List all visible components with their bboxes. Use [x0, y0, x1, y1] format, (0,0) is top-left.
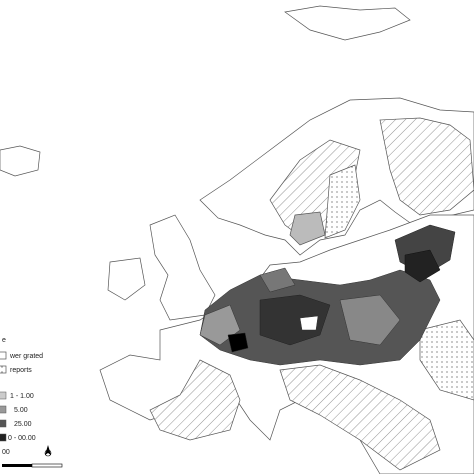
legend-swatch — [0, 391, 7, 400]
denmark-area — [259, 267, 296, 293]
lithuania — [404, 249, 441, 283]
south-no-data — [279, 364, 441, 471]
central-dark — [259, 294, 331, 346]
legend-swatch — [0, 365, 7, 374]
legend: e wer grated reports 1 - 1.00 5.00 25.00… — [0, 337, 43, 456]
white-region — [299, 315, 319, 331]
france-no-data — [149, 359, 241, 441]
scale-bar — [2, 463, 63, 468]
legend-label: 00 — [2, 449, 10, 456]
legend-swatch — [0, 419, 7, 428]
legend-swatch — [0, 433, 7, 442]
ireland — [107, 257, 146, 301]
legend-label: 5.00 — [14, 407, 28, 414]
poland-mid — [339, 294, 401, 346]
legend-swatch — [0, 405, 7, 414]
legend-label: wer grated — [9, 353, 43, 360]
legend-label: 25.00 — [14, 421, 32, 428]
east-dotted — [419, 319, 474, 401]
legend-label: 1 - 1.00 — [10, 393, 34, 400]
south-sweden — [289, 211, 326, 246]
legend-label: e — [2, 337, 6, 344]
finland-no-data — [379, 117, 474, 216]
svalbard — [284, 5, 411, 41]
iceland — [0, 145, 41, 177]
north-arrow — [44, 445, 52, 457]
legend-swatch — [0, 351, 7, 360]
legend-label: 0 - 00.00 — [8, 435, 36, 442]
black-region — [227, 332, 249, 353]
legend-label: reports — [10, 367, 32, 374]
sweden-dotted — [324, 164, 361, 239]
